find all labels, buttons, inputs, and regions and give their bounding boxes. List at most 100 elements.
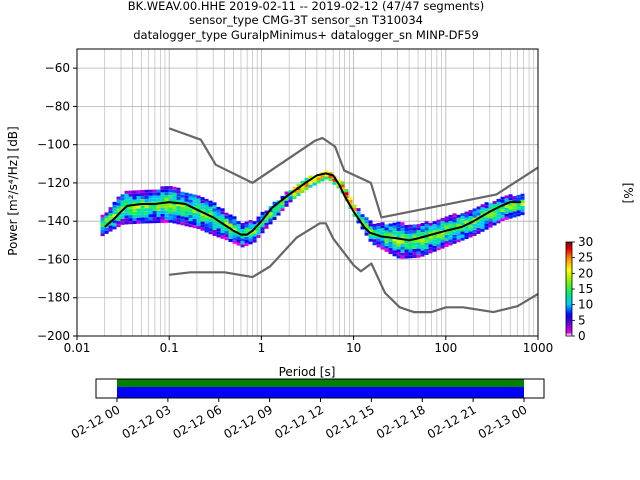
density-cell bbox=[404, 255, 409, 259]
density-cell bbox=[172, 195, 177, 199]
density-cell bbox=[236, 233, 241, 237]
density-cell bbox=[248, 222, 253, 226]
density-cell bbox=[396, 227, 401, 231]
density-cell bbox=[144, 198, 149, 202]
x-tick-label: 10 bbox=[346, 341, 361, 355]
density-cell bbox=[392, 244, 397, 248]
colorbar-label: [%] bbox=[621, 183, 635, 204]
density-cell bbox=[140, 214, 145, 218]
density-cell bbox=[240, 235, 245, 239]
density-cell bbox=[120, 194, 125, 198]
density-cell bbox=[496, 220, 501, 224]
density-cell bbox=[344, 195, 349, 199]
colorbar-segment bbox=[566, 312, 572, 315]
density-cell bbox=[348, 199, 353, 203]
colorbar-segment bbox=[566, 260, 572, 263]
density-cell bbox=[168, 192, 173, 196]
density-cell bbox=[220, 226, 225, 230]
colorbar-segment bbox=[566, 259, 572, 262]
density-cell bbox=[188, 196, 193, 200]
density-cell bbox=[180, 207, 185, 211]
density-cell bbox=[120, 221, 125, 225]
density-cell bbox=[472, 232, 477, 236]
density-cell bbox=[248, 229, 253, 233]
density-cell bbox=[196, 219, 201, 223]
density-cell bbox=[132, 193, 137, 197]
density-cell bbox=[456, 220, 461, 224]
density-cell bbox=[500, 209, 505, 213]
density-cell bbox=[132, 205, 137, 209]
density-cell bbox=[128, 218, 133, 222]
density-cell bbox=[248, 241, 253, 245]
density-cell bbox=[416, 224, 421, 228]
density-cell bbox=[168, 219, 173, 223]
plot-frame bbox=[76, 48, 539, 337]
density-cell bbox=[264, 222, 269, 226]
density-cell bbox=[268, 212, 273, 216]
density-cell bbox=[256, 216, 261, 220]
density-cell bbox=[132, 199, 137, 203]
density-cell bbox=[468, 228, 473, 232]
colorbar-segment bbox=[566, 246, 572, 249]
colorbar-segment bbox=[566, 304, 572, 307]
density-cell bbox=[448, 220, 453, 224]
coverage-bar-top bbox=[117, 379, 524, 387]
density-cell bbox=[428, 244, 433, 248]
density-cell bbox=[488, 224, 493, 228]
density-cell bbox=[360, 217, 365, 221]
density-cell bbox=[424, 248, 429, 252]
density-cell bbox=[196, 226, 201, 230]
colorbar-tick-label: 15 bbox=[578, 282, 593, 296]
density-cell bbox=[340, 184, 345, 188]
colorbar-segment bbox=[566, 320, 572, 323]
density-cell bbox=[316, 180, 321, 184]
density-cell bbox=[164, 204, 169, 208]
density-cell bbox=[128, 208, 133, 212]
y-axis-label: Power [m²/s⁴/Hz] [dB] bbox=[6, 126, 20, 255]
colorbar-segment bbox=[566, 303, 572, 305]
density-cell bbox=[252, 236, 257, 240]
density-cell bbox=[440, 224, 445, 228]
density-cell bbox=[232, 231, 237, 235]
density-cell bbox=[252, 224, 257, 228]
density-cell bbox=[116, 217, 121, 221]
density-cell bbox=[452, 240, 457, 244]
density-cell bbox=[508, 194, 513, 198]
density-cell bbox=[476, 212, 481, 216]
density-cell bbox=[200, 215, 205, 219]
density-cell bbox=[512, 214, 517, 218]
colorbar-segment bbox=[566, 309, 572, 312]
density-cell bbox=[484, 205, 489, 209]
density-cell bbox=[220, 217, 225, 221]
density-cell bbox=[144, 217, 149, 221]
density-cell bbox=[428, 250, 433, 254]
density-cell bbox=[176, 209, 181, 213]
density-cell bbox=[260, 211, 265, 215]
density-cell bbox=[280, 208, 285, 212]
density-cell bbox=[388, 251, 393, 255]
colorbar-segment bbox=[566, 249, 572, 252]
y-tick-label: −120 bbox=[37, 176, 70, 190]
density-cell bbox=[272, 213, 277, 217]
density-cell bbox=[204, 229, 209, 233]
density-cell bbox=[260, 227, 265, 231]
density-cell bbox=[204, 220, 209, 224]
density-cell bbox=[156, 189, 161, 193]
density-cell bbox=[224, 237, 229, 241]
colorbar-segment bbox=[566, 279, 572, 282]
density-cell bbox=[472, 214, 477, 218]
density-cell bbox=[296, 189, 301, 193]
density-cell bbox=[468, 219, 473, 223]
density-cell bbox=[208, 203, 213, 207]
x-tick-label: 0.01 bbox=[64, 341, 91, 355]
density-cell bbox=[508, 203, 513, 207]
density-cell bbox=[324, 173, 329, 177]
density-cell bbox=[464, 233, 469, 237]
density-cell bbox=[188, 193, 193, 197]
density-cell bbox=[172, 220, 177, 224]
density-cell bbox=[200, 212, 205, 216]
density-cell bbox=[384, 233, 389, 237]
density-cell bbox=[120, 212, 125, 216]
density-cell bbox=[364, 223, 369, 227]
density-cell bbox=[372, 239, 377, 243]
